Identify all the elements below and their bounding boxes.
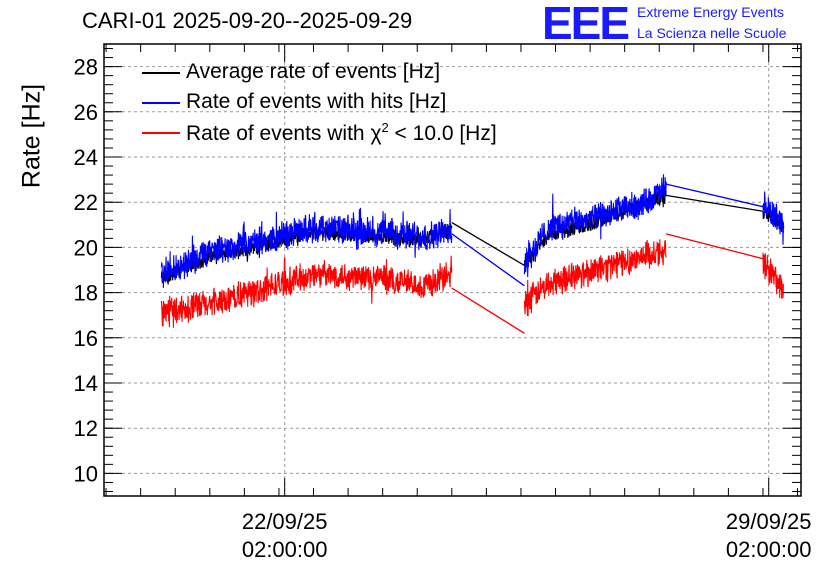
y-tick-label: 24 [74, 145, 98, 170]
series-bridge-line [451, 221, 525, 267]
y-tick-label: 10 [74, 461, 98, 486]
x-tick-label-date: 29/09/25 [725, 509, 812, 534]
logo-line-1: Extreme Energy Events [637, 4, 785, 20]
legend-label-hits: Rate of events with hits [Hz] [186, 90, 447, 113]
legend-label-chi2-symbol: χ [370, 122, 382, 145]
y-tick-label: 12 [74, 416, 98, 441]
legend-label-chi2-suffix: < 10.0 [Hz] [388, 122, 497, 145]
y-tick-label: 20 [74, 235, 98, 260]
legend-label-chi2-sup: 2 [381, 120, 389, 135]
series-data-line [523, 174, 667, 278]
series-bridge-line [666, 233, 764, 260]
series-bridge-line [666, 194, 764, 212]
y-tick-label: 18 [74, 281, 98, 306]
x-tick-label-time: 02:00:00 [725, 537, 812, 562]
y-tick-label: 26 [74, 100, 98, 125]
x-tick-label-date: 22/09/25 [241, 509, 328, 534]
series-bridge-line [666, 183, 764, 208]
y-tick-label: 22 [74, 190, 98, 215]
series-bridge-line [451, 233, 525, 287]
legend-label-average: Average rate of events [Hz] [186, 60, 441, 83]
plot-frame [103, 43, 802, 497]
y-tick-label: 14 [74, 371, 98, 396]
legend-lines [142, 72, 180, 134]
series-layer [160, 174, 785, 334]
chart-title: CARI-01 2025-09-20--2025-09-29 [82, 8, 413, 33]
series-data-line [762, 252, 784, 299]
y-tick-label: 16 [74, 326, 98, 351]
legend-label-chi2-prefix: Rate of events with [186, 122, 371, 145]
x-tick-label: 29/09/25 02:00:00 [699, 508, 836, 564]
x-tick-label-time: 02:00:00 [241, 537, 328, 562]
logo-line-2: La Scienza nelle Scuole [637, 25, 787, 41]
legend-label-chi2: Rate of events with χ2 < 10.0 [Hz] [186, 120, 497, 146]
axes: 10 12 14 16 18 20 22 24 26 28 [74, 44, 801, 496]
eee-logo: EEE [542, 0, 630, 49]
grid-lines [104, 44, 801, 496]
series-2 [160, 233, 784, 334]
series-data-line [160, 207, 453, 288]
series-data-line [762, 191, 785, 245]
y-axis-label: Rate [Hz] [17, 83, 46, 189]
series-1 [160, 174, 785, 288]
x-tick-label: 22/09/25 02:00:00 [215, 508, 355, 564]
series-data-line [523, 239, 667, 317]
series-data-line [160, 255, 453, 328]
y-tick-label: 28 [74, 55, 98, 80]
series-bridge-line [451, 287, 525, 334]
